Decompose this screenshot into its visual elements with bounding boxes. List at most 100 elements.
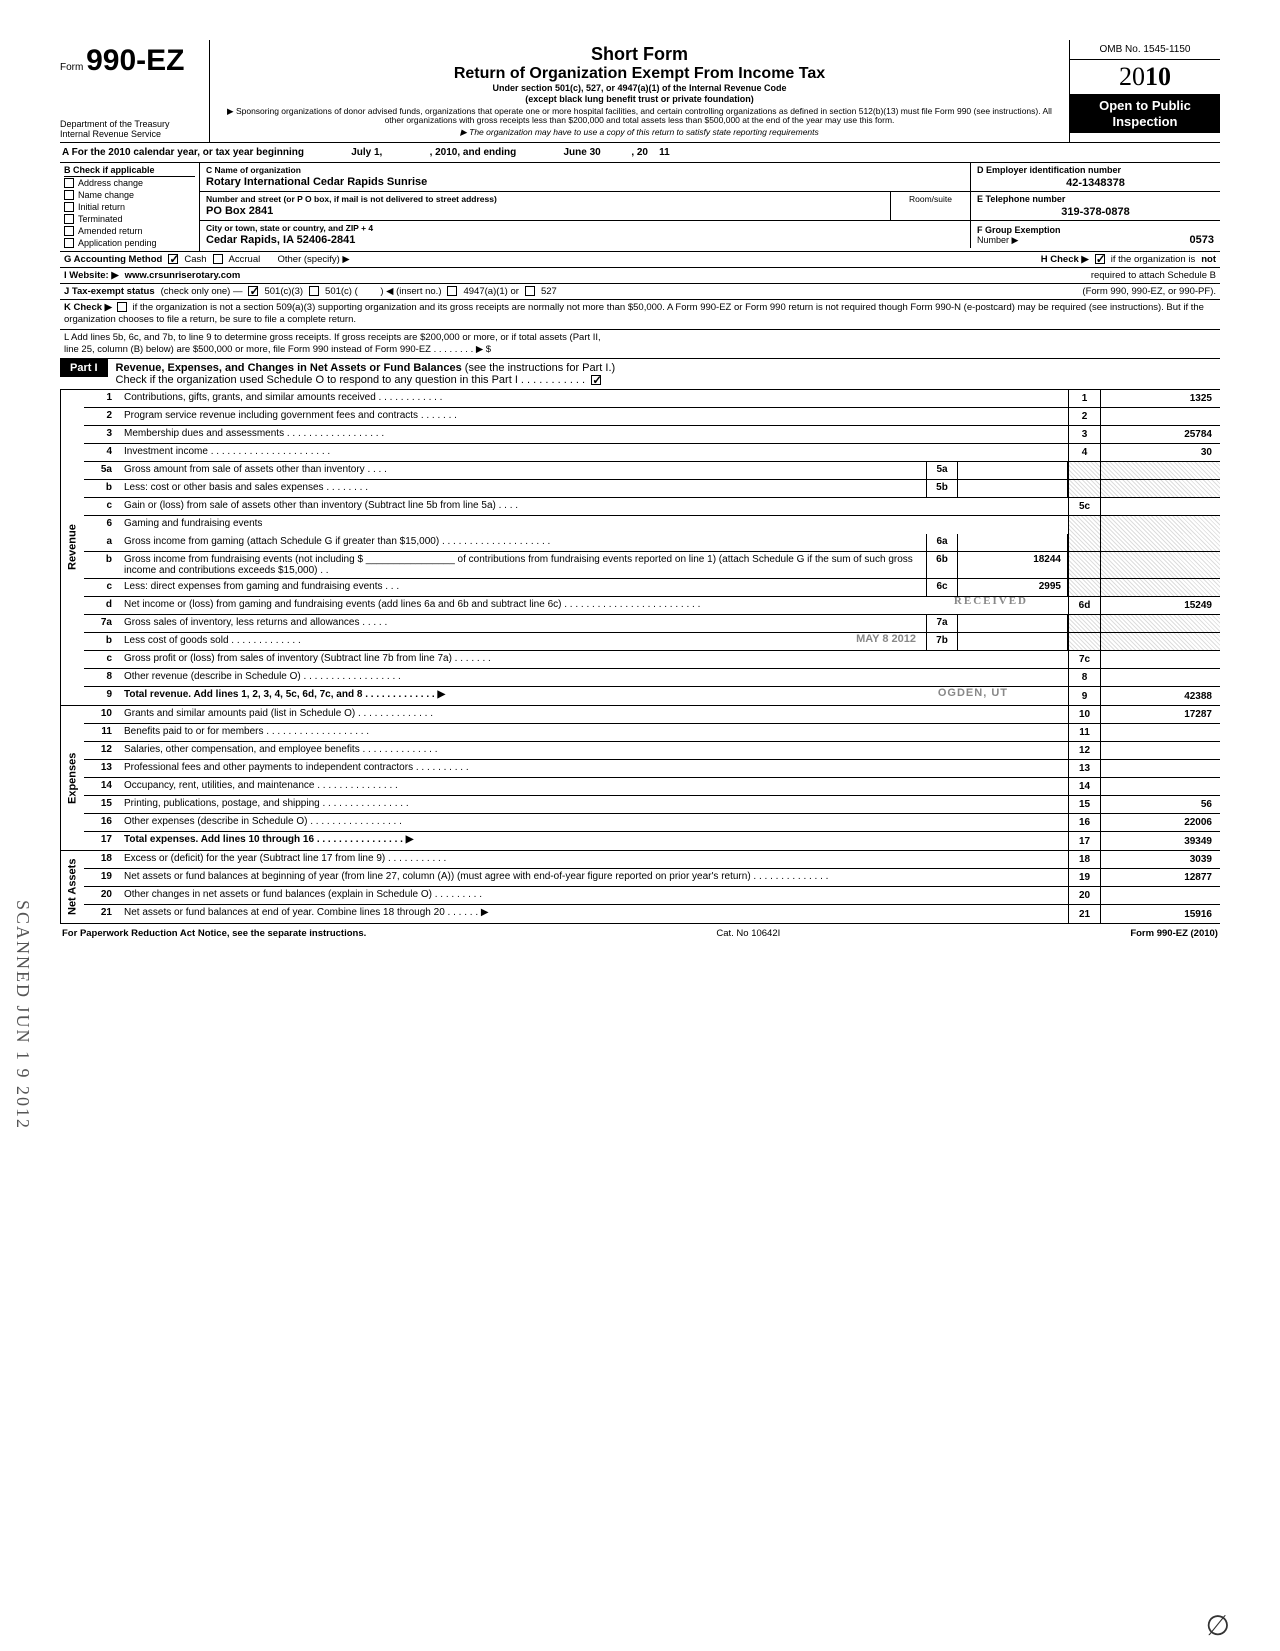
ln-mnum: 6b (926, 552, 958, 578)
ln-num: a (84, 534, 120, 551)
ln-rnum: 4 (1068, 444, 1100, 461)
chk-501c3[interactable] (248, 286, 258, 296)
ln-rnum-shade (1068, 516, 1100, 534)
ln-mval (958, 480, 1068, 497)
ln-rnum: 18 (1068, 851, 1100, 868)
ln-mnum: 7b (926, 633, 958, 650)
line-13: 13Professional fees and other payments t… (84, 760, 1220, 778)
col-b: B Check if applicable Address change Nam… (60, 163, 200, 251)
ln-num: 2 (84, 408, 120, 425)
footer: For Paperwork Reduction Act Notice, see … (60, 924, 1220, 943)
ln-mnum: 5a (926, 462, 958, 479)
dept-block: Department of the Treasury Internal Reve… (60, 120, 201, 140)
row-a: A For the 2010 calendar year, or tax yea… (60, 143, 1220, 163)
ln-num: 9 (84, 687, 120, 705)
line-11: 11Benefits paid to or for members . . . … (84, 724, 1220, 742)
f-label-wrap: F Group Exemption Number ▶ (977, 225, 1061, 246)
ln-rval-shade (1100, 552, 1220, 578)
row-city-group: City or town, state or country, and ZIP … (200, 221, 1220, 248)
ln-rval (1100, 498, 1220, 515)
j-o3: 4947(a)(1) or (463, 286, 518, 297)
ln-rval: 17287 (1100, 706, 1220, 723)
ln-desc: Other revenue (describe in Schedule O) .… (120, 669, 1068, 686)
header-left: Form 990-EZ Department of the Treasury I… (60, 40, 210, 142)
note-2: ▶ The organization may have to use a cop… (218, 128, 1061, 138)
chk-501c[interactable] (309, 286, 319, 296)
ln-desc: Gross income from fundraising events (no… (120, 552, 926, 578)
j-o4: 527 (541, 286, 557, 297)
ln-mval (958, 534, 1068, 551)
line-7a: 7aGross sales of inventory, less returns… (84, 615, 1220, 633)
ln-rnum: 12 (1068, 742, 1100, 759)
ln-rval: 1325 (1100, 390, 1220, 407)
line-6: 6Gaming and fundraising events (84, 516, 1220, 534)
ln-rnum: 2 (1068, 408, 1100, 425)
ln-desc: Excess or (deficit) for the year (Subtra… (120, 851, 1068, 868)
line-15: 15Printing, publications, postage, and s… (84, 796, 1220, 814)
part-i-title-block: Revenue, Expenses, and Changes in Net As… (108, 359, 1220, 389)
year-prefix: 20 (1119, 62, 1145, 91)
chk-accrual[interactable] (213, 254, 223, 264)
dept-line-2: Internal Revenue Service (60, 130, 201, 140)
ln-rnum: 9 (1068, 687, 1100, 705)
e-label: E Telephone number (977, 194, 1214, 204)
chk-application-pending[interactable]: Application pending (64, 237, 195, 249)
chk-initial-return[interactable]: Initial return (64, 201, 195, 213)
revenue-lines: 1Contributions, gifts, grants, and simil… (84, 390, 1220, 705)
ln-desc: Total revenue. Add lines 1, 2, 3, 4, 5c,… (120, 687, 1068, 705)
open-to-public: Open to Public Inspection (1070, 94, 1220, 133)
ln-rnum: 13 (1068, 760, 1100, 777)
addr-value: PO Box 2841 (206, 204, 884, 217)
line-12: 12Salaries, other compensation, and empl… (84, 742, 1220, 760)
j-o2: 501(c) ( (325, 286, 358, 297)
chk-h[interactable] (1095, 254, 1105, 264)
ln-rval (1100, 760, 1220, 777)
city-label: City or town, state or country, and ZIP … (206, 223, 964, 233)
ln-desc: Other changes in net assets or fund bala… (120, 887, 1068, 904)
ln-mnum: 5b (926, 480, 958, 497)
form-number: Form 990-EZ (60, 44, 201, 78)
row-a-20: , 20 (631, 147, 648, 158)
ln-rnum-shade (1068, 534, 1100, 551)
line-16: 16Other expenses (describe in Schedule O… (84, 814, 1220, 832)
ln-num: 6 (84, 516, 120, 534)
org-name: Rotary International Cedar Rapids Sunris… (206, 175, 964, 188)
checkbox-icon (64, 202, 74, 212)
ln-num: 19 (84, 869, 120, 886)
chk-527[interactable] (525, 286, 535, 296)
ln-desc: Net income or (loss) from gaming and fun… (120, 597, 1068, 614)
g-other: Other (specify) ▶ (278, 254, 350, 265)
ln-desc-txt: Net income or (loss) from gaming and fun… (124, 599, 700, 610)
line-17: 17Total expenses. Add lines 10 through 1… (84, 832, 1220, 850)
line-19: 19Net assets or fund balances at beginni… (84, 869, 1220, 887)
ln-num: d (84, 597, 120, 614)
ln-rnum-shade (1068, 552, 1100, 578)
net-assets-grid: Net Assets 18Excess or (deficit) for the… (60, 851, 1220, 924)
line-6c: cLess: direct expenses from gaming and f… (84, 579, 1220, 597)
chk-name-change[interactable]: Name change (64, 189, 195, 201)
chk-amended[interactable]: Amended return (64, 225, 195, 237)
c-label: C Name of organization (206, 165, 964, 175)
chk-address-change[interactable]: Address change (64, 177, 195, 189)
ln-mval: 2995 (958, 579, 1068, 596)
h-txt2: if the organization is (1111, 254, 1196, 265)
form-word: Form (60, 62, 83, 73)
ein-value: 42-1348378 (977, 175, 1214, 189)
ln-rval-shade (1100, 633, 1220, 650)
title-2: Return of Organization Exempt From Incom… (218, 65, 1061, 83)
chk-k[interactable] (117, 302, 127, 312)
chk-4947[interactable] (447, 286, 457, 296)
ln-desc: Occupancy, rent, utilities, and maintena… (120, 778, 1068, 795)
chk-terminated[interactable]: Terminated (64, 213, 195, 225)
net-assets-lines: 18Excess or (deficit) for the year (Subt… (84, 851, 1220, 923)
chk-schedule-o[interactable] (591, 375, 601, 385)
ln-num: 10 (84, 706, 120, 723)
chk-cash[interactable] (168, 254, 178, 264)
phone-cell: E Telephone number 319-378-0878 (970, 192, 1220, 220)
ln-num: 13 (84, 760, 120, 777)
ln-desc: Gross profit or (loss) from sales of inv… (120, 651, 1068, 668)
ln-rval-shade (1100, 480, 1220, 497)
line-6b: bGross income from fundraising events (n… (84, 552, 1220, 579)
ln-rval: 15249 (1100, 597, 1220, 614)
i-label: I Website: ▶ (64, 270, 119, 281)
